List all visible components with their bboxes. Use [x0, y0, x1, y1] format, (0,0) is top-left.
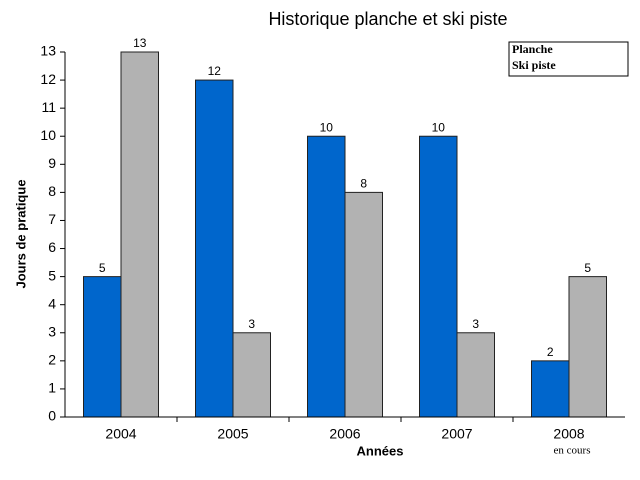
y-axis-title: Jours de pratique [13, 179, 28, 288]
value-label: 5 [584, 261, 591, 275]
y-tick-label: 5 [48, 267, 56, 283]
value-label: 3 [248, 317, 255, 331]
value-label: 10 [432, 120, 446, 134]
y-tick-label: 6 [48, 239, 56, 255]
value-label: 3 [472, 317, 479, 331]
chart-title: Historique planche et ski piste [268, 9, 507, 29]
bar [531, 360, 570, 418]
y-tick-label: 1 [48, 380, 56, 396]
annotation: en cours [554, 445, 591, 457]
y-tick-label: 10 [40, 127, 56, 143]
bar [195, 79, 234, 418]
legend-label: Planche [512, 42, 553, 56]
bar [83, 276, 122, 418]
value-label: 5 [99, 261, 106, 275]
value-label: 12 [208, 64, 222, 78]
legend-box [508, 41, 629, 77]
value-label: 10 [320, 120, 334, 134]
bar [568, 276, 607, 418]
value-label: 2 [547, 345, 554, 359]
y-tick-label: 0 [48, 408, 56, 424]
x-tick-label: 2006 [329, 426, 360, 442]
x-tick-label: 2008 [553, 426, 584, 442]
bar [232, 332, 271, 418]
y-tick-label: 3 [48, 323, 56, 339]
x-axis-title: Années [357, 443, 404, 458]
y-tick-label: 4 [48, 295, 56, 311]
x-tick-label: 2007 [441, 426, 472, 442]
value-label: 8 [360, 177, 367, 191]
bar [456, 332, 495, 418]
y-tick-label: 2 [48, 352, 56, 368]
y-tick-label: 13 [40, 43, 56, 59]
y-tick-label: 8 [48, 183, 56, 199]
x-tick-label: 2004 [105, 426, 136, 442]
bar [344, 191, 383, 418]
legend-label: Ski piste [512, 58, 556, 72]
y-tick-label: 11 [41, 99, 56, 115]
y-tick-label: 12 [40, 71, 56, 87]
bar [307, 135, 346, 418]
y-tick-label: 9 [48, 155, 56, 171]
bar [120, 51, 159, 418]
y-tick-label: 7 [48, 211, 56, 227]
value-label: 13 [133, 36, 147, 50]
bar [419, 135, 458, 418]
x-tick-label: 2005 [217, 426, 248, 442]
